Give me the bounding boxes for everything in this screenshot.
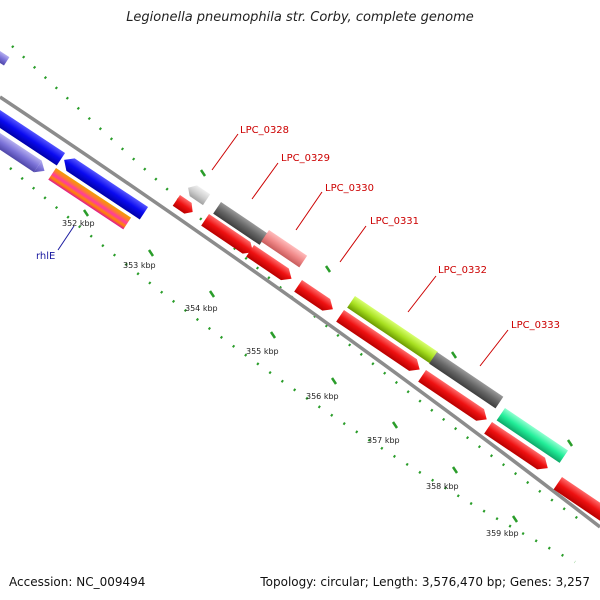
gene-lpc-0332 (347, 296, 438, 364)
gene-label-lpc-0328: LPC_0328 (240, 125, 289, 136)
tick-label-353: 353 kbp (123, 261, 156, 270)
gene-lpc-0328 (188, 185, 211, 206)
gene-label-lpc-0330: LPC_0330 (325, 183, 374, 194)
gene-red-5 (336, 310, 420, 371)
genome-summary-text: Topology: circular; Length: 3,576,470 bp… (260, 575, 590, 589)
gene-lpc-0329 (213, 202, 268, 245)
gene-fragment-purple (0, 49, 10, 66)
gene-red-4 (294, 280, 333, 311)
gene-label-lpc-0329: LPC_0329 (281, 153, 330, 164)
gene-lpc-0333 (496, 408, 569, 463)
ruler-major-ticks (82, 169, 574, 523)
gene-lpc-0332b (429, 352, 504, 409)
gene-label-lpc-0332: LPC_0332 (438, 265, 487, 276)
gene-red-7 (484, 422, 548, 470)
tick-label-356: 356 kbp (306, 392, 339, 401)
outer-ruler-track (11, 45, 581, 522)
accession-text: Accession: NC_009494 (9, 575, 146, 589)
inner-ruler-track (9, 167, 576, 564)
gene-lpc-0330 (261, 230, 308, 268)
gene-label-rhle: rhlE (36, 251, 55, 262)
map-title: Legionella pneumophila str. Corby, compl… (126, 10, 474, 25)
gene-red-6 (418, 370, 487, 421)
rhle-leader (57, 225, 75, 251)
tick-label-359: 359 kbp (486, 529, 519, 538)
tick-label-352: 352 kbp (62, 219, 95, 228)
genome-backbone (0, 95, 600, 529)
tick-label-355: 355 kbp (246, 347, 279, 356)
tick-label-354: 354 kbp (185, 304, 218, 313)
gene-purple-left (0, 128, 45, 173)
gene-blue-lower (64, 158, 149, 220)
gene-red-3 (246, 245, 292, 281)
gene-label-lpc-0331: LPC_0331 (370, 216, 419, 227)
gene-label-leaders (211, 133, 509, 367)
gene-striped-rhle (48, 168, 132, 230)
gene-label-lpc-0333: LPC_0333 (511, 320, 560, 331)
gene-red-1 (172, 195, 193, 214)
tick-label-357: 357 kbp (367, 436, 400, 445)
gene-blue-upper (0, 105, 66, 166)
tick-label-358: 358 kbp (426, 482, 459, 491)
gene-red-8 (553, 477, 600, 523)
gene-red-2 (201, 214, 254, 254)
